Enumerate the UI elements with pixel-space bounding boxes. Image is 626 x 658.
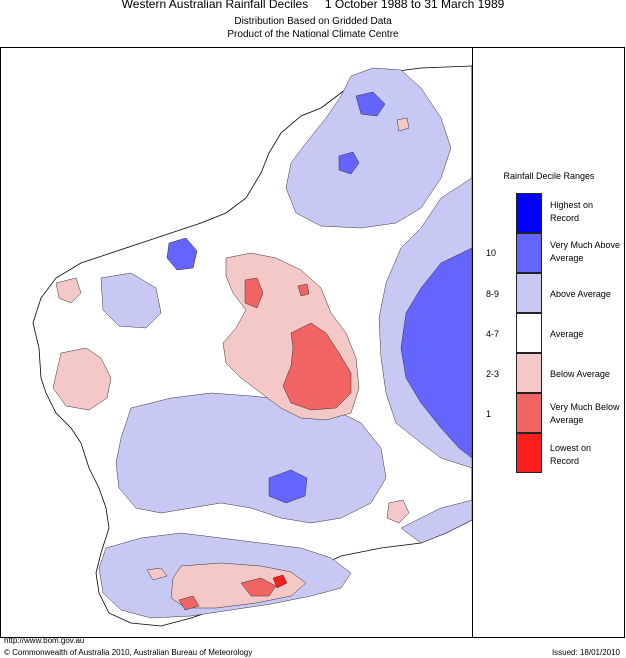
map-product-line: Product of the National Climate Centre	[227, 29, 399, 40]
rainfall-decile-map	[32, 65, 472, 627]
map-subtitle: Distribution Based on Gridded Data	[234, 16, 392, 27]
above-average-region-west	[100, 272, 162, 329]
legend-swatch-lowest	[516, 433, 542, 473]
very-much-below-region-small	[297, 283, 310, 297]
legend-decile-1: 1	[486, 409, 492, 419]
legend-swatch-below	[516, 353, 542, 393]
very-much-above-region-east	[400, 247, 472, 459]
legend-swatch-highest	[516, 193, 542, 233]
legend-decile-8-9: 8-9	[486, 289, 500, 299]
very-much-below-region-south	[240, 577, 277, 597]
very-much-below-region-north	[244, 277, 264, 309]
copyright-notice: © Commonwealth of Australia 2010, Austra…	[4, 648, 253, 657]
legend-label-below: Below Average	[550, 369, 610, 379]
legend-title: Rainfall Decile Ranges	[503, 171, 595, 181]
very-much-above-region-central	[268, 469, 308, 504]
legend-swatch-very-much-below	[516, 393, 542, 433]
legend-divider	[472, 47, 473, 638]
below-average-region-coast	[55, 277, 82, 304]
legend-swatch-above	[516, 273, 542, 313]
legend-label-very-much-below: Very Much Below Average	[550, 402, 620, 425]
legend-decile-4-7: 4-7	[486, 329, 500, 339]
issued-date: Issued: 18/01/2010	[551, 648, 620, 657]
legend-swatch-very-much-above	[516, 233, 542, 273]
lowest-on-record-region	[272, 574, 288, 589]
map-title: Western Australian Rainfall Deciles 1 Oc…	[121, 0, 505, 11]
above-average-region-southeast	[400, 499, 472, 544]
very-much-above-region-small	[338, 151, 360, 175]
legend-decile-10: 10	[486, 248, 497, 258]
very-much-above-region-north	[355, 91, 386, 117]
legend-label-highest: Highest on Record	[550, 200, 594, 223]
legend-label-average: Average	[550, 329, 584, 339]
very-much-below-region-southwest	[178, 595, 200, 611]
legend-label-very-much-above: Very Much Above Average	[550, 240, 621, 263]
below-average-region-south	[170, 562, 307, 609]
legend-decile-2-3: 2-3	[486, 369, 500, 379]
very-much-below-region-central	[282, 322, 352, 411]
below-average-region-west	[52, 347, 112, 411]
legend-label-lowest: Lowest on Record	[550, 443, 592, 466]
legend-label-above: Above Average	[550, 289, 611, 299]
below-average-region-southwest	[146, 567, 168, 581]
legend-swatch-average	[516, 313, 542, 353]
below-average-region-small	[386, 499, 410, 524]
below-average-region-north	[396, 117, 410, 132]
very-much-above-region-northwest	[166, 237, 198, 271]
above-average-region-north	[285, 67, 452, 229]
source-url[interactable]: http://www.bom.gov.au	[4, 636, 85, 645]
map-frame	[0, 47, 625, 638]
